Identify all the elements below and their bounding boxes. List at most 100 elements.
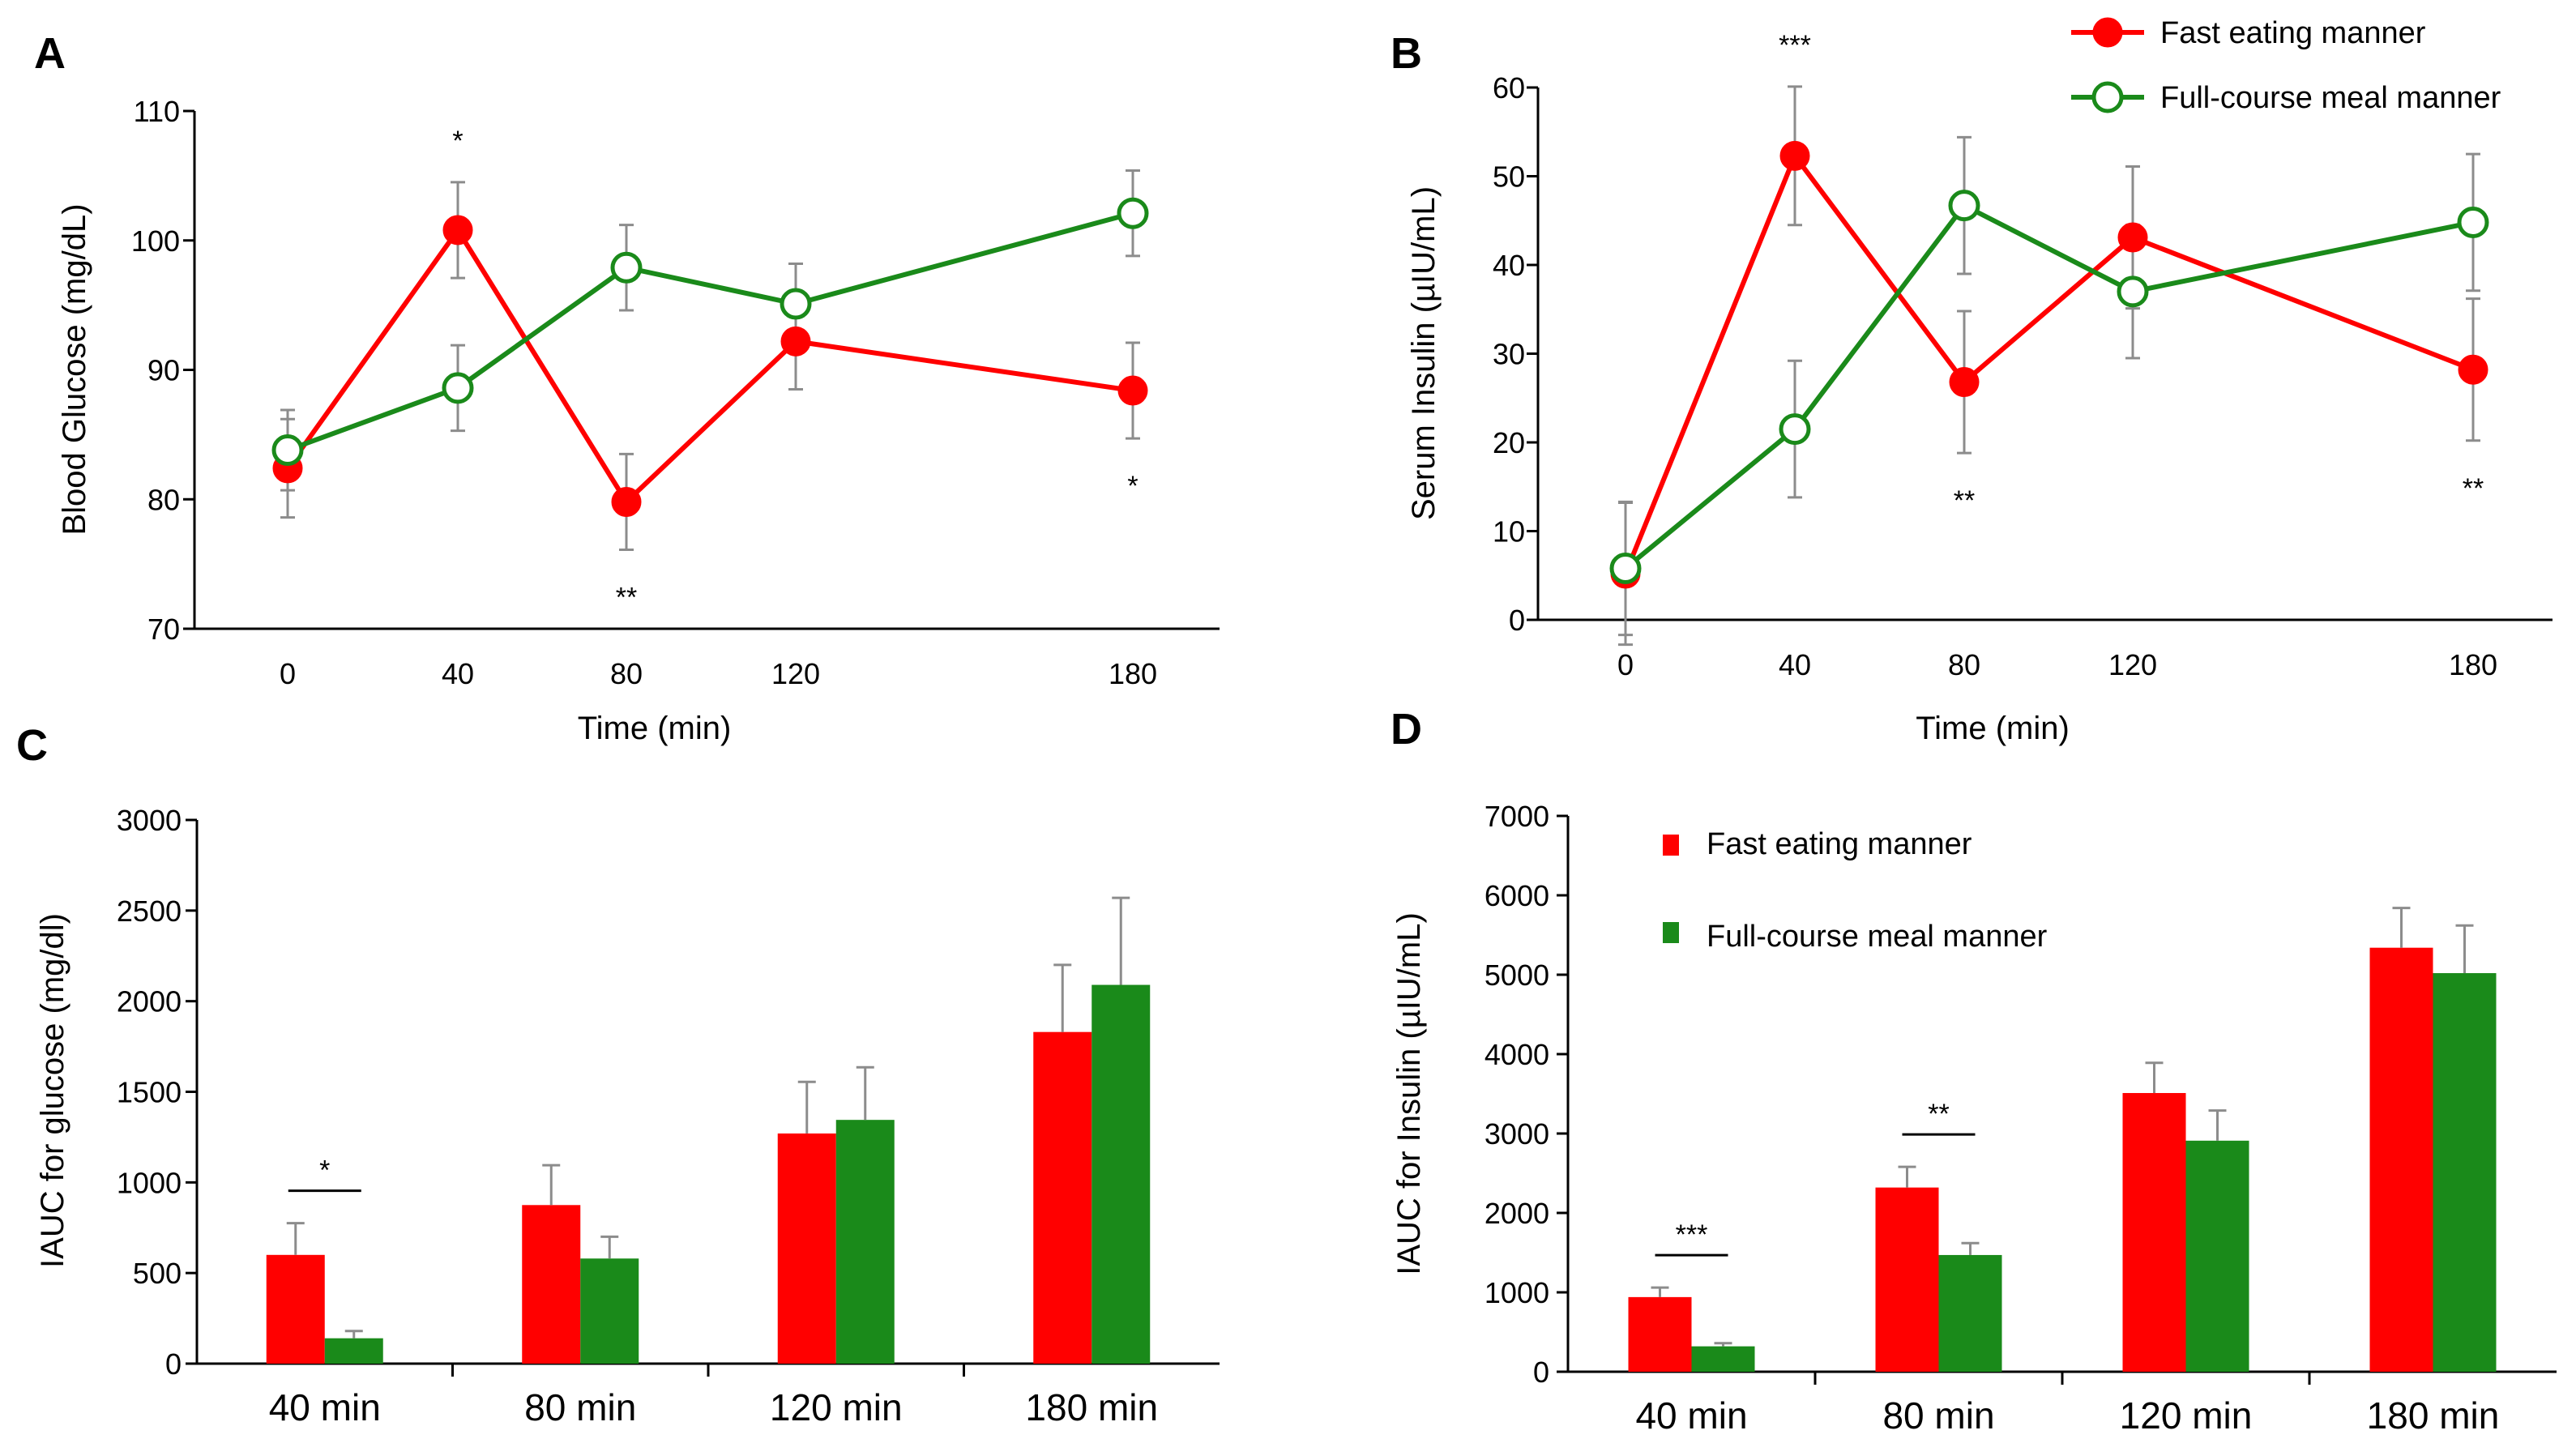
y-tick-label: 5000: [1485, 959, 1549, 992]
y-tick-label: 4000: [1485, 1038, 1549, 1071]
y-tick-label: 2000: [1485, 1197, 1549, 1230]
x-tick-label: 40: [442, 657, 474, 690]
significance-marker: **: [616, 583, 637, 613]
y-tick-label: 40: [1493, 249, 1525, 282]
data-point-full: [1117, 197, 1149, 229]
y-axis-title: Blood Glucose (mg/dL): [57, 203, 92, 535]
x-tick-label: 120 min: [770, 1386, 903, 1428]
data-point-full: [1779, 413, 1811, 446]
x-tick-label: 80 min: [524, 1386, 636, 1428]
data-point-fast: [1117, 375, 1148, 406]
data-point-full: [610, 251, 643, 284]
x-tick-label: 180: [1109, 657, 1157, 690]
bar-fast: [1875, 1187, 1939, 1372]
y-tick-label: 20: [1493, 426, 1525, 459]
legend-label-fast: Fast eating manner: [2160, 16, 2426, 50]
significance-marker: *: [1127, 471, 1138, 502]
x-tick-label: 180 min: [1025, 1386, 1158, 1428]
y-axis-title: Serum Insulin (µIU/mL): [1406, 186, 1442, 520]
x-tick-label: 0: [1617, 648, 1634, 681]
series-line-fast: [285, 225, 1134, 506]
y-tick-label: 100: [131, 224, 180, 258]
legend-swatch-fast: [1663, 835, 1679, 856]
significance-marker: *: [319, 1155, 330, 1186]
x-tick-label: 120: [771, 657, 820, 690]
data-point-fast: [611, 486, 642, 517]
x-tick-label: 0: [280, 657, 296, 690]
data-point-fast: [780, 326, 811, 357]
x-tick-label: 80: [1948, 648, 1980, 681]
panel-label-a: A: [34, 29, 66, 78]
data-point-full: [2117, 275, 2149, 308]
y-tick-label: 2500: [117, 895, 182, 928]
bar-full: [1091, 984, 1151, 1364]
bar-fast: [266, 1254, 325, 1364]
bar-fast: [1628, 1296, 1692, 1372]
significance-marker: **: [2463, 473, 2484, 504]
y-tick-label: 0: [1533, 1356, 1549, 1389]
data-point-fast: [2117, 222, 2148, 253]
chart-b: 0 10 20 30 40 50 60 Serum Insulin (µIU/mL) 0 40 80…: [1406, 16, 2553, 746]
bar-fast: [1033, 1031, 1092, 1364]
data-point-full: [1948, 190, 1980, 222]
data-point-full: [442, 372, 474, 404]
y-tick-label: 1000: [117, 1166, 182, 1199]
chart-a: 70 80 90 100 110 Blood Glucose (mg/dL) 0 40 80 12…: [57, 95, 1220, 746]
y-tick-label: 0: [1509, 604, 1525, 637]
data-point-fast: [1779, 140, 1810, 171]
legend-swatch-full: [1663, 922, 1679, 943]
bar-fast: [2369, 947, 2433, 1372]
data-point-fast: [1949, 367, 1980, 398]
legend-label-full: Full-course meal manner: [1707, 920, 2048, 954]
x-axis-title: Time (min): [578, 711, 732, 746]
panel-label-b: B: [1391, 29, 1422, 78]
y-axis-title: IAUC for glucose (mg/dl): [35, 913, 70, 1268]
chart-d: 0 1000 2000 3000 4000 5000 6000 7000 IAUC for In…: [1391, 800, 2557, 1437]
y-tick-label: 1000: [1485, 1276, 1549, 1309]
x-tick-label: 80: [610, 657, 643, 690]
y-tick-label: 3000: [117, 804, 182, 837]
x-tick-label: 120: [2108, 648, 2157, 681]
y-tick-label: 0: [165, 1347, 182, 1381]
data-point-full: [271, 434, 304, 467]
y-axis-title: IAUC for Insulin (µIU/mL): [1391, 912, 1427, 1275]
y-tick-label: 500: [133, 1257, 182, 1290]
chart-c: 0 500 1000 1500 2000 2500 3000 IAUC for glucose…: [35, 804, 1220, 1428]
bar-full: [580, 1258, 639, 1364]
data-point-full: [2457, 206, 2489, 238]
y-tick-label: 30: [1493, 338, 1525, 371]
x-tick-label: 120 min: [2120, 1394, 2253, 1437]
y-tick-label: 90: [147, 354, 180, 387]
y-tick-label: 10: [1493, 515, 1525, 549]
significance-marker: ***: [1779, 30, 1811, 61]
y-tick-label: 6000: [1485, 879, 1549, 912]
bar-full: [2185, 1140, 2249, 1372]
legend-label-full: Full-course meal manner: [2160, 81, 2501, 115]
data-point-full: [780, 288, 812, 320]
y-tick-label: 50: [1493, 160, 1525, 194]
y-tick-label: 1500: [117, 1076, 182, 1109]
significance-marker: ***: [1676, 1219, 1708, 1250]
bar-full: [2433, 973, 2497, 1372]
significance-marker: **: [1928, 1099, 1949, 1129]
y-tick-label: 80: [147, 483, 180, 516]
bar-fast: [777, 1133, 836, 1364]
x-tick-label: 180: [2449, 648, 2497, 681]
x-tick-label: 180 min: [2367, 1394, 2500, 1437]
y-tick-label: 7000: [1485, 800, 1549, 833]
series-line-fast: [1623, 151, 2475, 575]
legend-marker-fast: [2092, 17, 2123, 48]
y-tick-label: 60: [1493, 71, 1525, 105]
legend-marker-full: [2091, 81, 2124, 113]
y-tick-label: 110: [134, 95, 180, 128]
x-axis-title: Time (min): [1916, 711, 2070, 746]
y-tick-label: 70: [147, 613, 180, 646]
bar-full: [1691, 1346, 1755, 1372]
legend-label-fast: Fast eating manner: [1707, 827, 1972, 861]
x-tick-label: 40 min: [1635, 1394, 1747, 1437]
bar-fast: [522, 1205, 581, 1364]
bar-fast: [2122, 1093, 2186, 1372]
series-line-full: [286, 211, 1134, 453]
data-point-fast: [442, 215, 473, 246]
